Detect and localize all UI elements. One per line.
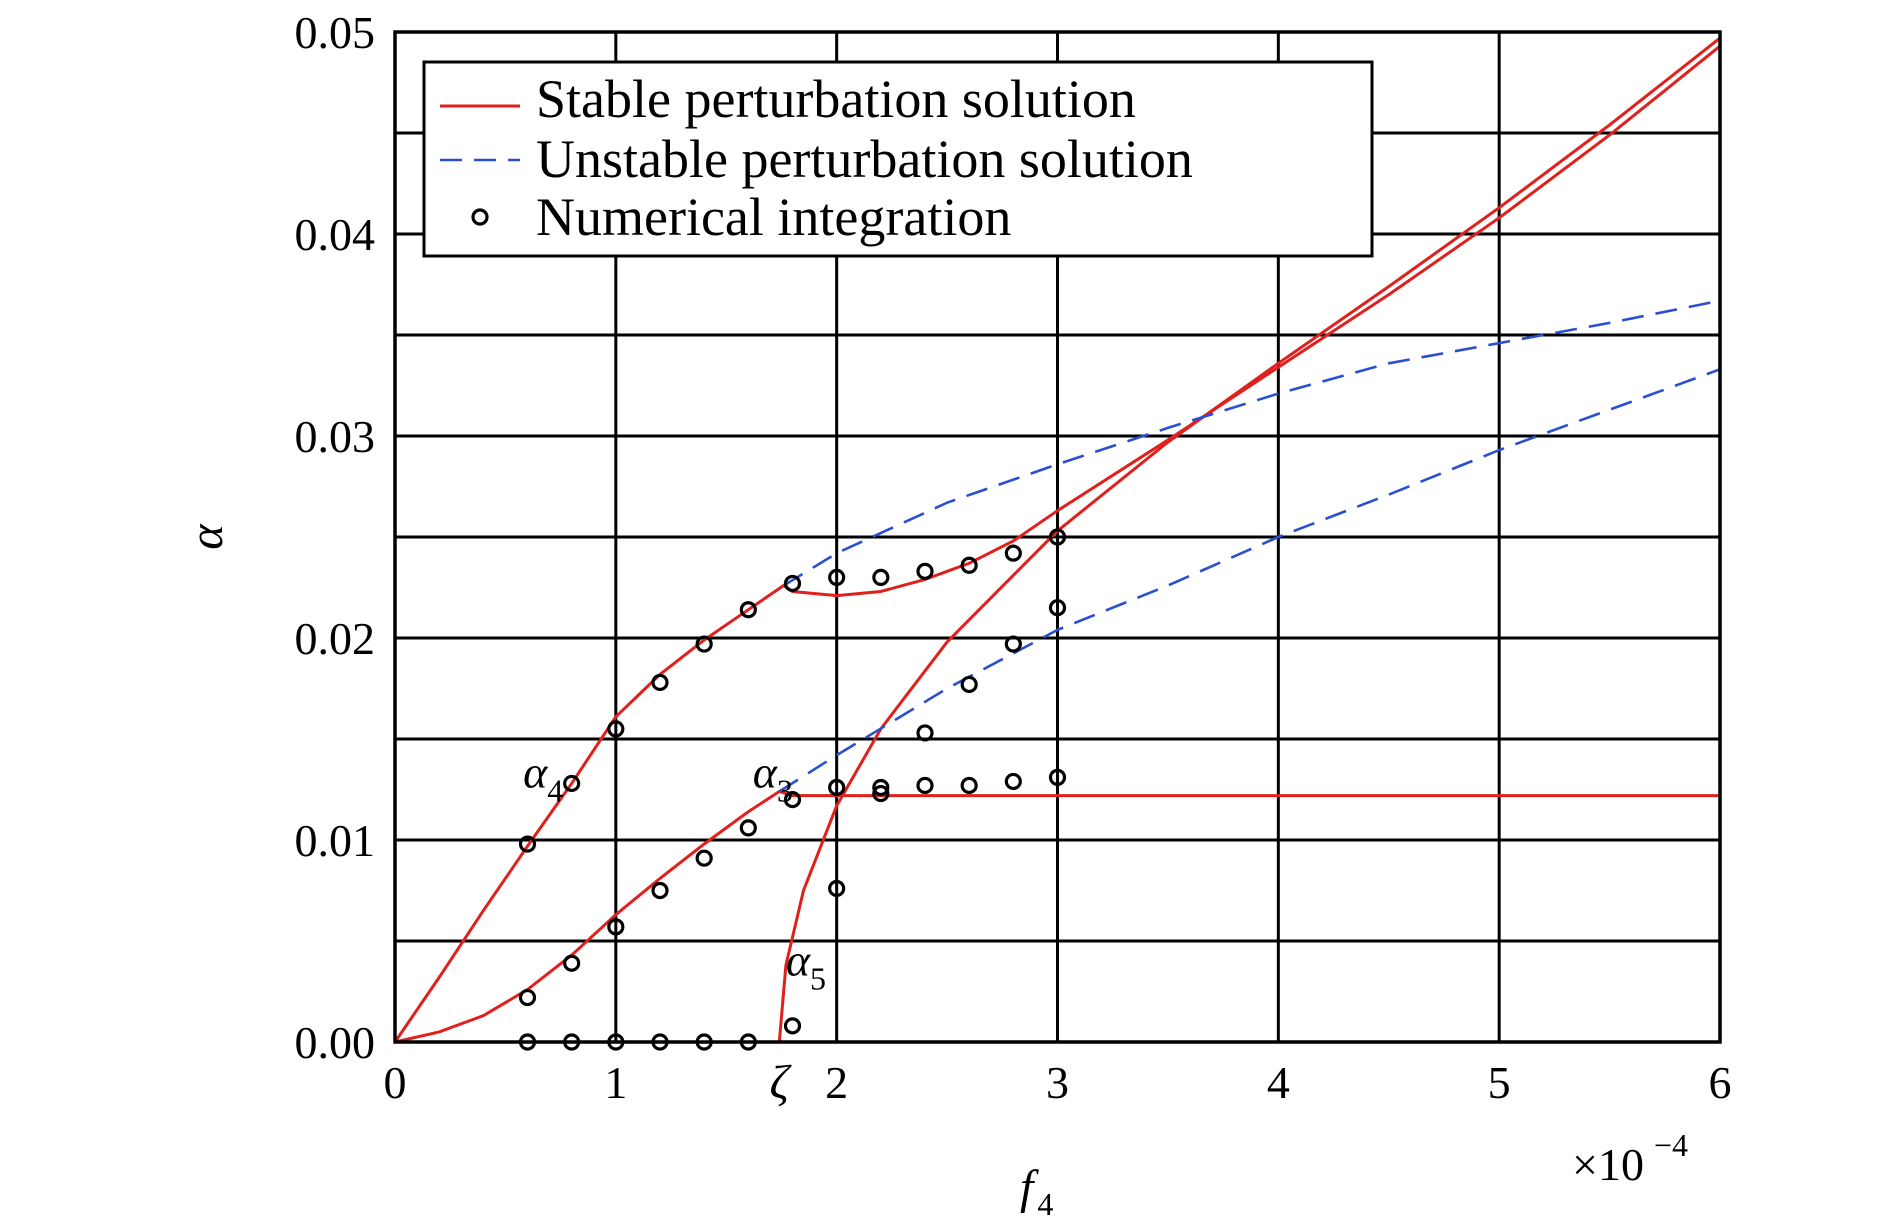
data-point xyxy=(960,776,978,795)
data-point xyxy=(916,776,934,795)
plot-frame xyxy=(393,30,1722,1044)
x-tick-label: 4 xyxy=(1267,1057,1290,1108)
data-point xyxy=(695,635,713,653)
data-point xyxy=(783,574,802,593)
x-tick-label: 5 xyxy=(1488,1057,1511,1108)
data-point xyxy=(916,562,934,580)
numerical-markers xyxy=(518,528,1067,1051)
data-point xyxy=(651,673,669,692)
data-point xyxy=(739,601,757,619)
x-tick-label: 2 xyxy=(825,1057,848,1108)
x-tick-label: ζ xyxy=(770,1056,793,1109)
data-point xyxy=(828,778,846,797)
data-point xyxy=(1004,544,1022,562)
curve-label-subscript: 3 xyxy=(777,772,793,808)
data-point xyxy=(1048,599,1067,617)
data-point xyxy=(872,784,890,803)
x-tick-label: 0 xyxy=(384,1057,407,1108)
x-axis-label: f 4 xyxy=(1020,1161,1053,1222)
curve-label-symbol: α xyxy=(523,746,548,797)
legend-label-stable: Stable perturbation solution xyxy=(536,69,1136,129)
data-point xyxy=(916,724,934,742)
data-point xyxy=(607,720,625,738)
data-point xyxy=(1048,768,1067,786)
data-point xyxy=(872,568,890,587)
legend-box xyxy=(422,60,1374,258)
curve-label-subscript: 4 xyxy=(547,772,563,808)
y-tick-label: 0.04 xyxy=(295,209,376,260)
x-tick-label: 6 xyxy=(1709,1057,1732,1108)
data-point xyxy=(783,790,802,809)
data-point xyxy=(1004,772,1022,791)
data-point xyxy=(828,568,846,587)
data-point xyxy=(518,988,537,1007)
data-point xyxy=(651,881,669,900)
y-tick-label: 0.03 xyxy=(295,411,376,462)
data-point xyxy=(783,1017,802,1035)
x-axis-label-main: f xyxy=(1020,1161,1039,1214)
data-point xyxy=(960,675,978,694)
curve-label-symbol: α xyxy=(786,934,811,985)
x-tick-label: 1 xyxy=(604,1057,627,1108)
legend-label-unstable: Unstable perturbation solution xyxy=(536,129,1193,189)
legend-label-marker: Numerical integration xyxy=(536,187,1011,247)
y-tick-label: 0.01 xyxy=(295,815,376,866)
curve-label-symbol: α xyxy=(753,746,778,797)
curve-label-alpha-4: α4 xyxy=(523,746,563,808)
data-point xyxy=(563,954,581,972)
y-tick-label: 0.00 xyxy=(295,1017,376,1068)
x-tick-label: 3 xyxy=(1046,1057,1069,1108)
x-axis-label-subscript: 4 xyxy=(1037,1186,1053,1222)
legend-swatch-marker xyxy=(471,208,489,226)
data-point xyxy=(828,879,846,898)
y-axis-label: α xyxy=(180,524,233,550)
curve-label-alpha-3: α3 xyxy=(753,746,793,808)
curve-label-alpha-5: α5 xyxy=(786,934,826,996)
data-point xyxy=(563,774,581,793)
data-point xyxy=(739,819,757,837)
data-point xyxy=(872,778,890,797)
data-point xyxy=(1004,635,1022,653)
y-tick-label: 0.02 xyxy=(295,613,376,664)
stable-series-line-1 xyxy=(394,789,1720,1044)
data-point xyxy=(1048,528,1067,546)
unstable-series-line-4 xyxy=(783,299,1721,587)
data-point xyxy=(607,918,625,936)
x-multiplier-exponent: −4 xyxy=(1654,1127,1688,1163)
unstable-series-line-5 xyxy=(778,368,1721,793)
data-point xyxy=(960,556,978,574)
y-tick-labels: 0.00 0.01 0.02 0.03 0.04 0.05 xyxy=(295,7,376,1068)
data-point xyxy=(518,835,537,853)
data-point xyxy=(695,849,713,867)
curve-label-subscript: 5 xyxy=(810,960,826,996)
y-tick-label: 0.05 xyxy=(295,7,376,58)
stable-series-line-0 xyxy=(393,44,1721,1043)
x-axis-multiplier: ×10 −4 xyxy=(1572,1127,1688,1190)
x-multiplier-base: ×10 xyxy=(1572,1139,1644,1190)
legend: Stable perturbation solution Unstable pe… xyxy=(422,60,1374,258)
